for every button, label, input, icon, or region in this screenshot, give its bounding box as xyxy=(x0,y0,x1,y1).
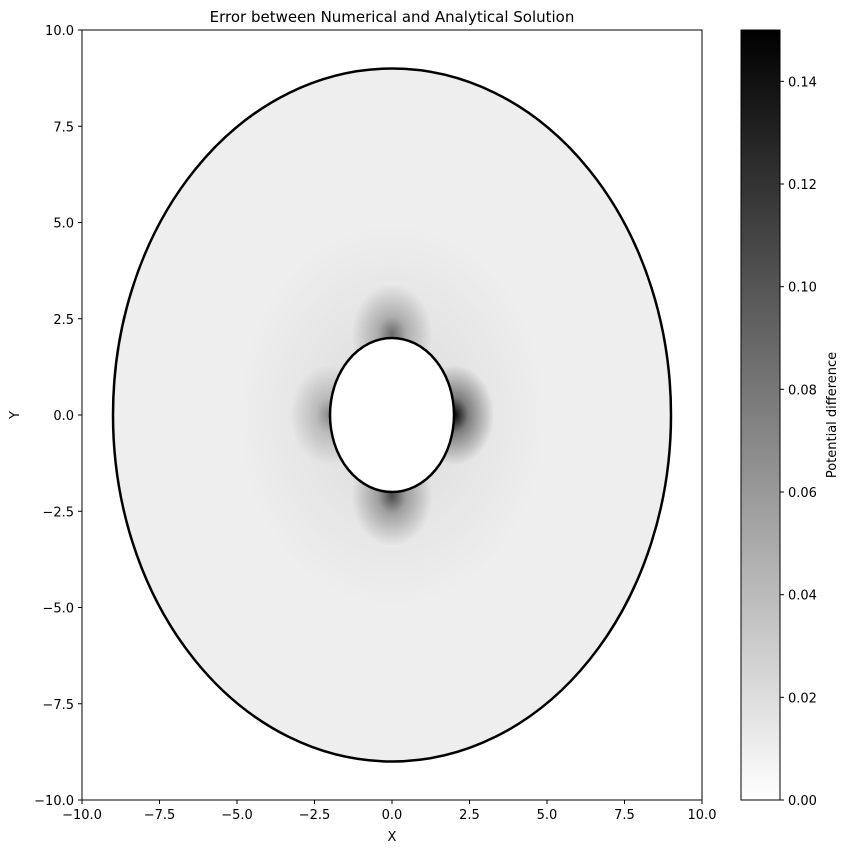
colorbar-ticks: 0.00 0.02 0.04 0.06 0.08 0.10 0.12 0.14 xyxy=(780,75,817,809)
x-tick-label: −2.5 xyxy=(299,808,331,823)
y-tick-label: 2.5 xyxy=(53,313,74,328)
colorbar-tick-label: 0.02 xyxy=(788,691,817,706)
colorbar-tick-label: 0.14 xyxy=(788,75,817,90)
y-tick-label: 0.0 xyxy=(53,409,74,424)
y-tick-label: 5.0 xyxy=(53,217,74,232)
colorbar-tick-label: 0.10 xyxy=(788,281,817,296)
plot-area: −10.0 −7.5 −5.0 −2.5 0.0 2.5 5.0 7.5 10.0 −10.0−… xyxy=(34,24,716,823)
outer-boundary xyxy=(111,67,673,763)
y-axis-ticks: −10.0 −7.5 −5.0 −2.5 0.0 2.5 5.0 7.5 10.0 xyxy=(34,24,82,809)
heatmap-halo xyxy=(237,222,547,608)
y-tick-label: −7.5 xyxy=(42,698,74,713)
colorbar-label: Potential difference xyxy=(825,352,840,478)
x-tick-label: 2.5 xyxy=(459,808,480,823)
y-tick-label: −5.0 xyxy=(42,602,74,617)
x-tick-label: −10.0 xyxy=(62,808,102,823)
y-tick-label: 7.5 xyxy=(53,120,74,135)
y-axis-label: Y xyxy=(8,411,23,420)
colorbar-tick-label: 0.06 xyxy=(788,486,817,501)
x-tick-label: 10.0 xyxy=(688,808,717,823)
x-axis-label: X xyxy=(388,830,397,845)
x-axis-ticks: −10.0 −7.5 −5.0 −2.5 0.0 2.5 5.0 7.5 10.0 xyxy=(62,800,716,823)
y-tick-label: −2.5 xyxy=(42,505,74,520)
x-tick-label: 7.5 xyxy=(614,808,635,823)
error-hotspot xyxy=(351,284,433,385)
error-heatmap xyxy=(82,30,702,800)
y-tick-label: 10.0 xyxy=(45,24,74,39)
colorbar: 0.00 0.02 0.04 0.06 0.08 0.10 0.12 0.14 Potenti… xyxy=(740,29,840,809)
colorbar-gradient xyxy=(740,29,781,801)
colorbar-tick-label: 0.12 xyxy=(788,178,817,193)
domain-boundaries xyxy=(111,67,673,763)
colorbar-tick-label: 0.08 xyxy=(788,383,817,398)
x-tick-label: 5.0 xyxy=(537,808,558,823)
x-tick-label: 0.0 xyxy=(382,808,403,823)
y-tick-label: −10.0 xyxy=(34,794,74,809)
chart-title: Error between Numerical and Analytical S… xyxy=(210,8,575,26)
colorbar-tick-label: 0.00 xyxy=(788,794,817,809)
error-hotspot xyxy=(351,445,433,546)
colorbar-tick-label: 0.04 xyxy=(788,589,817,604)
inner-boundary xyxy=(328,336,456,494)
x-tick-label: −5.0 xyxy=(221,808,253,823)
x-tick-label: −7.5 xyxy=(144,808,176,823)
